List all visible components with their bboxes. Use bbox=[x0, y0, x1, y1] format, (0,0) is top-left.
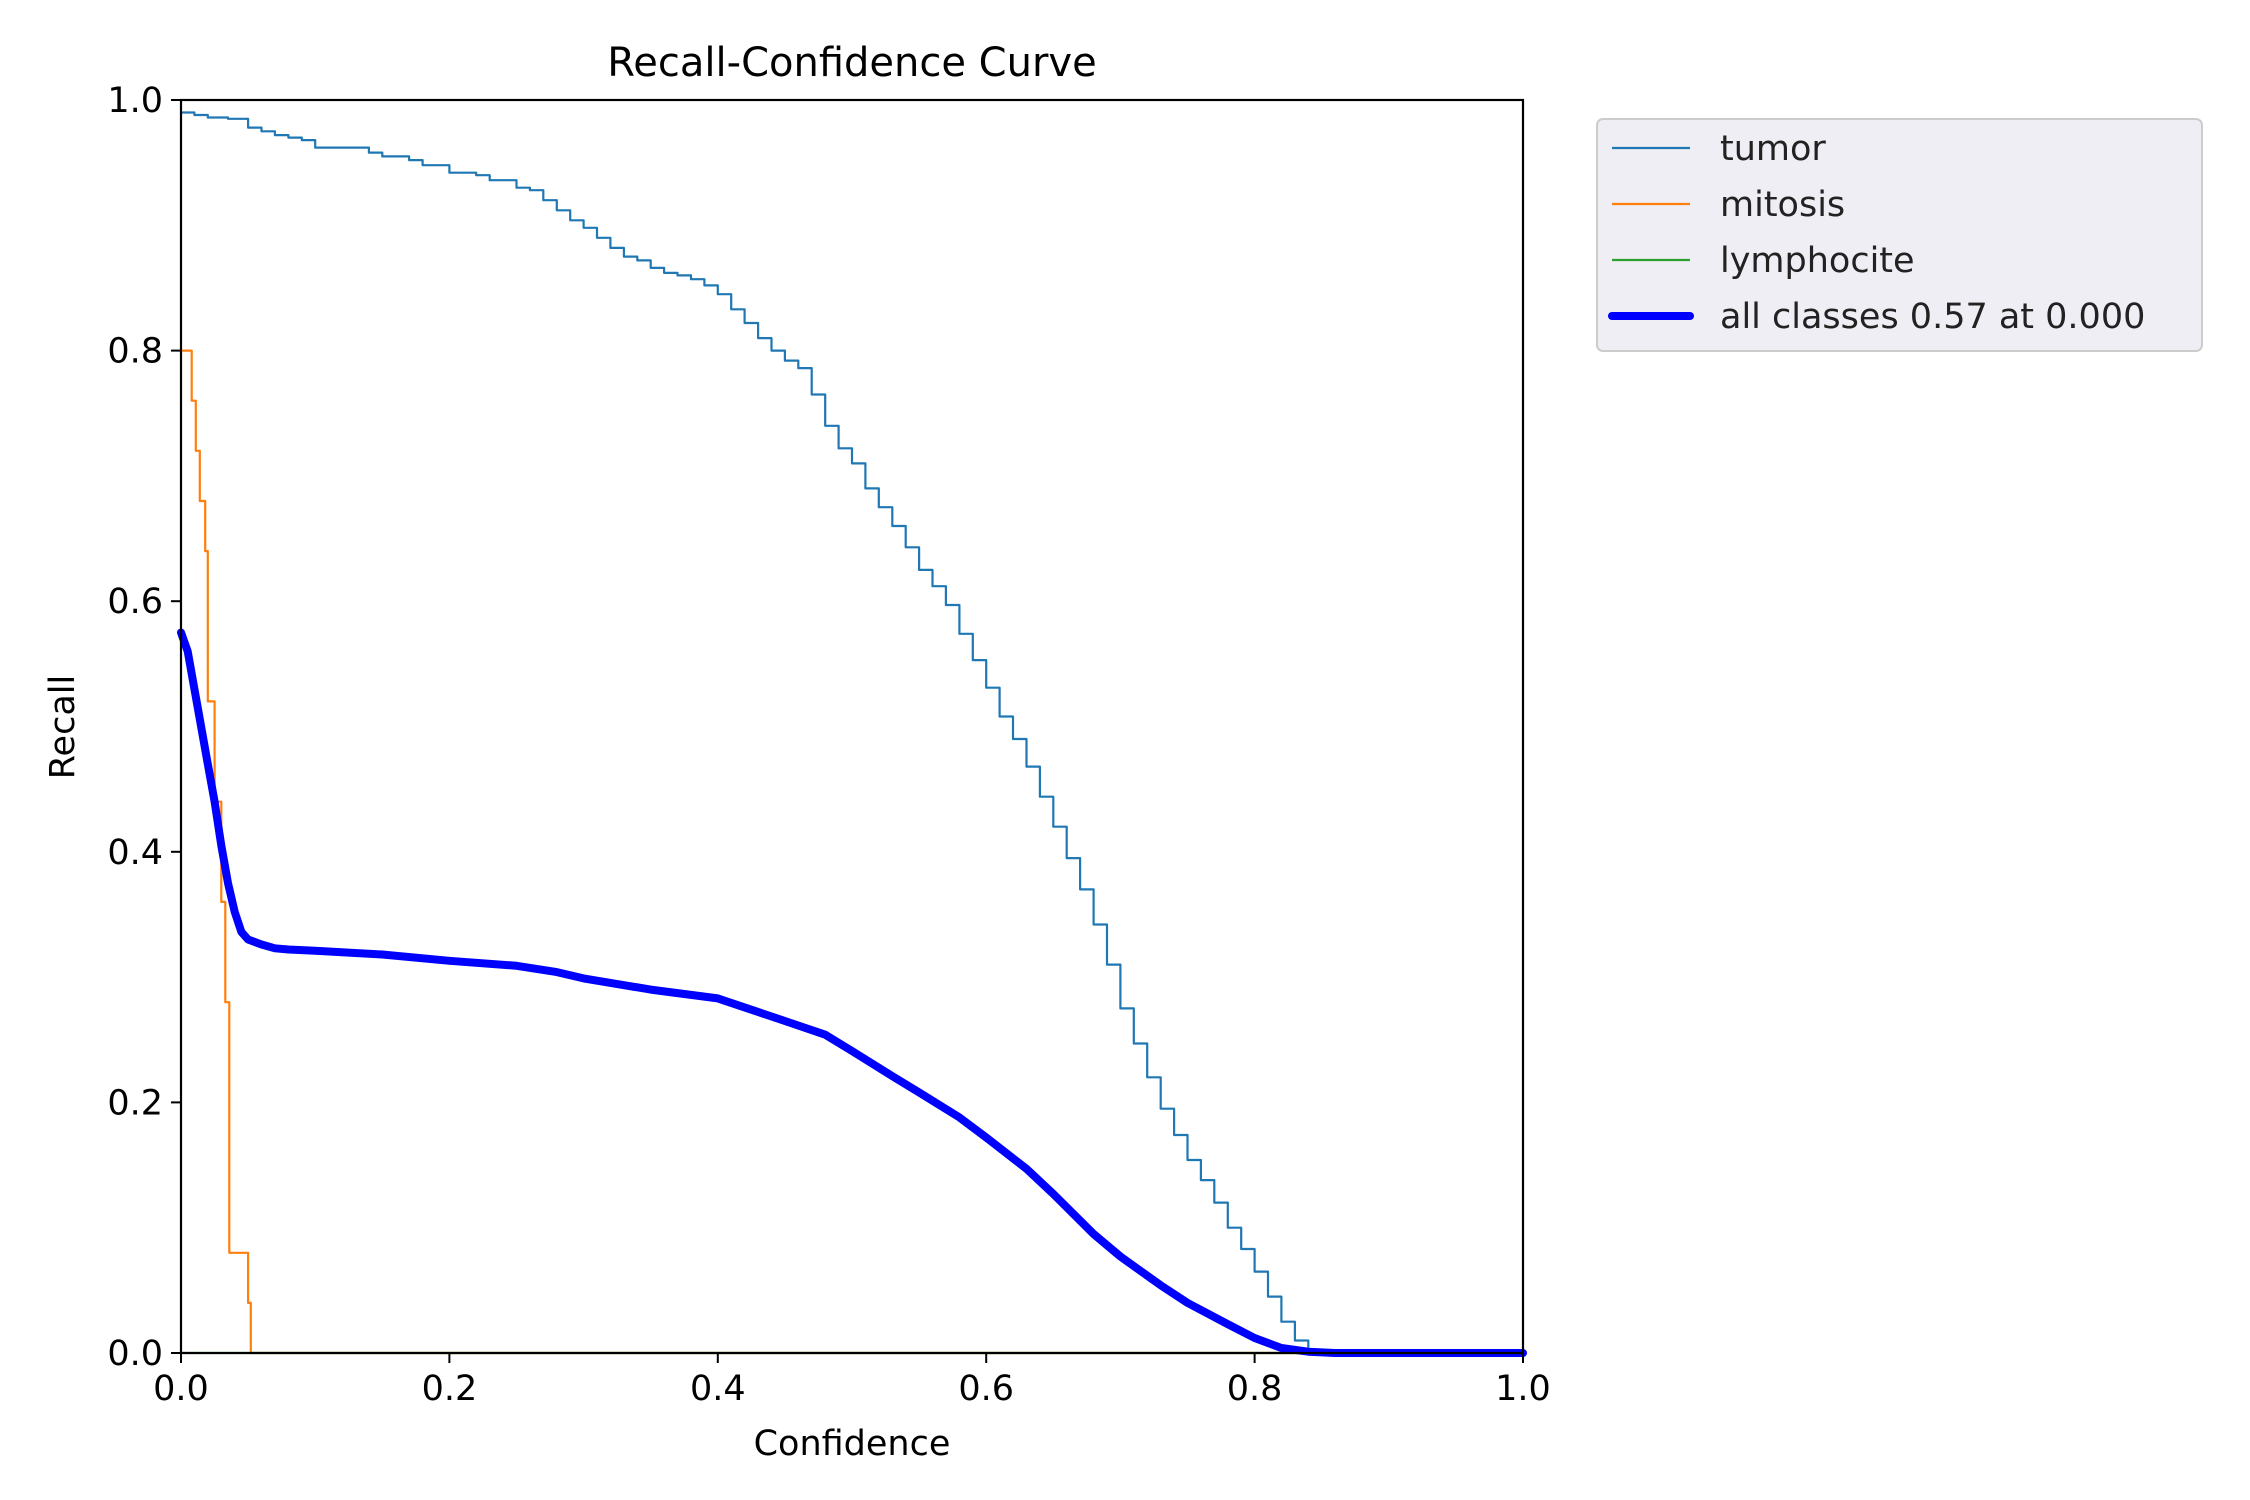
y-tick-label: 0.8 bbox=[107, 332, 163, 372]
legend-box bbox=[1596, 118, 2203, 352]
x-tick-label: 0.8 bbox=[1227, 1369, 1283, 1409]
x-tick-label: 0.4 bbox=[690, 1369, 746, 1409]
x-tick-label: 0.6 bbox=[958, 1369, 1014, 1409]
legend-label: all classes 0.57 at 0.000 bbox=[1720, 297, 2145, 337]
plot-frame bbox=[179, 98, 1525, 1355]
y-tick-label: 1.0 bbox=[107, 81, 163, 121]
x-axis-title: Confidence bbox=[754, 1424, 951, 1464]
x-tick-label: 0.0 bbox=[153, 1369, 209, 1409]
series-line-all bbox=[177, 628, 1527, 1357]
x-tick-label: 0.2 bbox=[422, 1369, 478, 1409]
y-axis-title: Recall bbox=[43, 675, 83, 779]
series-line-mitosis bbox=[179, 349, 1525, 1355]
y-tick-label: 0.2 bbox=[107, 1083, 163, 1123]
legend-label: tumor bbox=[1720, 129, 1826, 169]
ticks-layer: 0.0 0.2 0.4 0.6 0.8 1.0 0.0 0.2 0.4 0.6 0.8 1.0 bbox=[107, 81, 1551, 1409]
y-tick-label: 0.6 bbox=[107, 582, 163, 622]
y-tick-label: 0.4 bbox=[107, 833, 163, 873]
legend-label: mitosis bbox=[1720, 185, 1845, 225]
series-layer bbox=[177, 111, 1527, 1357]
legend: tumor mitosis lymphocite all classes 0.57 a… bbox=[1596, 118, 2203, 352]
legend-label: lymphocite bbox=[1720, 241, 1915, 281]
series-line-tumor bbox=[179, 111, 1525, 1355]
y-tick-label: 0.0 bbox=[107, 1334, 163, 1374]
chart-title: Recall-Confidence Curve bbox=[607, 40, 1096, 86]
x-tick-label: 1.0 bbox=[1495, 1369, 1551, 1409]
